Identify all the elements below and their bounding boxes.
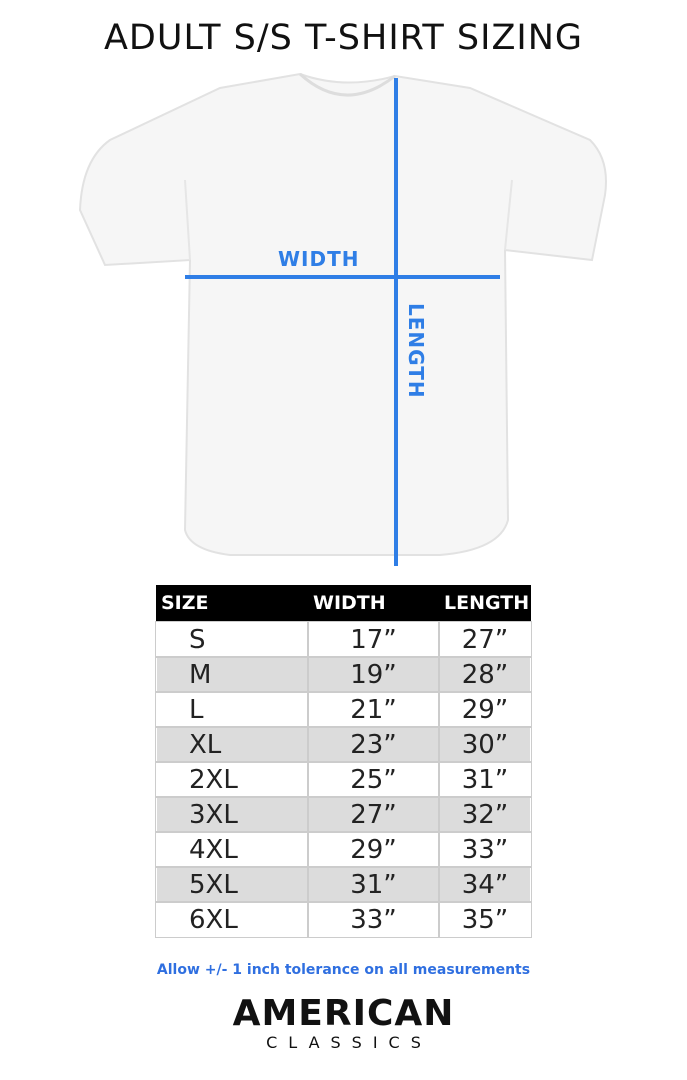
cell-length: 35” [438, 901, 532, 938]
cell-width: 31” [307, 866, 440, 903]
header-size: SIZE [156, 585, 308, 622]
cell-width: 33” [307, 901, 440, 938]
table-row: 3XL 27” 32” [155, 796, 532, 833]
cell-length: 33” [438, 831, 532, 868]
cell-width: 17” [307, 621, 440, 658]
cell-width: 21” [307, 691, 440, 728]
tolerance-note: Allow +/- 1 inch tolerance on all measur… [156, 962, 531, 978]
header-length: LENGTH [439, 585, 531, 622]
table-row: S 17” 27” [155, 621, 532, 658]
cell-width: 25” [307, 761, 440, 798]
table-row: 6XL 33” 35” [155, 901, 532, 938]
cell-length: 27” [438, 621, 532, 658]
table-row: 4XL 29” 33” [155, 831, 532, 868]
table-row: 2XL 25” 31” [155, 761, 532, 798]
cell-length: 29” [438, 691, 532, 728]
cell-width: 27” [307, 796, 440, 833]
cell-length: 28” [438, 656, 532, 693]
cell-length: 31” [438, 761, 532, 798]
cell-width: 19” [307, 656, 440, 693]
cell-size: XL [155, 726, 309, 763]
cell-size: S [155, 621, 309, 658]
brand-line1: AMERICAN [232, 993, 455, 1034]
page-title: ADULT S/S T-SHIRT SIZING [103, 18, 584, 58]
brand-line2: CLASSICS [266, 1033, 432, 1052]
width-label: WIDTH [278, 247, 360, 271]
cell-size: 3XL [155, 796, 309, 833]
cell-length: 30” [438, 726, 532, 763]
cell-length: 32” [438, 796, 532, 833]
length-label: LENGTH [404, 303, 428, 399]
cell-size: 6XL [155, 901, 309, 938]
tshirt-diagram [78, 72, 607, 566]
table-header: SIZE WIDTH LENGTH [156, 585, 531, 622]
cell-length: 34” [438, 866, 532, 903]
tshirt-shape [78, 72, 607, 556]
table-row: XL 23” 30” [155, 726, 532, 763]
table-row: 5XL 31” 34” [155, 866, 532, 903]
table-row: M 19” 28” [155, 656, 532, 693]
table-row: L 21” 29” [155, 691, 532, 728]
cell-size: 4XL [155, 831, 309, 868]
cell-width: 23” [307, 726, 440, 763]
header-width: WIDTH [308, 585, 439, 622]
size-table: SIZE WIDTH LENGTH S 17” 27” M 19” 28” L 21” 29” X… [155, 585, 532, 938]
brand-logo: AMERICAN CLASSICS [0, 993, 687, 1053]
cell-size: L [155, 691, 309, 728]
cell-size: M [155, 656, 309, 693]
cell-width: 29” [307, 831, 440, 868]
cell-size: 2XL [155, 761, 309, 798]
cell-size: 5XL [155, 866, 309, 903]
